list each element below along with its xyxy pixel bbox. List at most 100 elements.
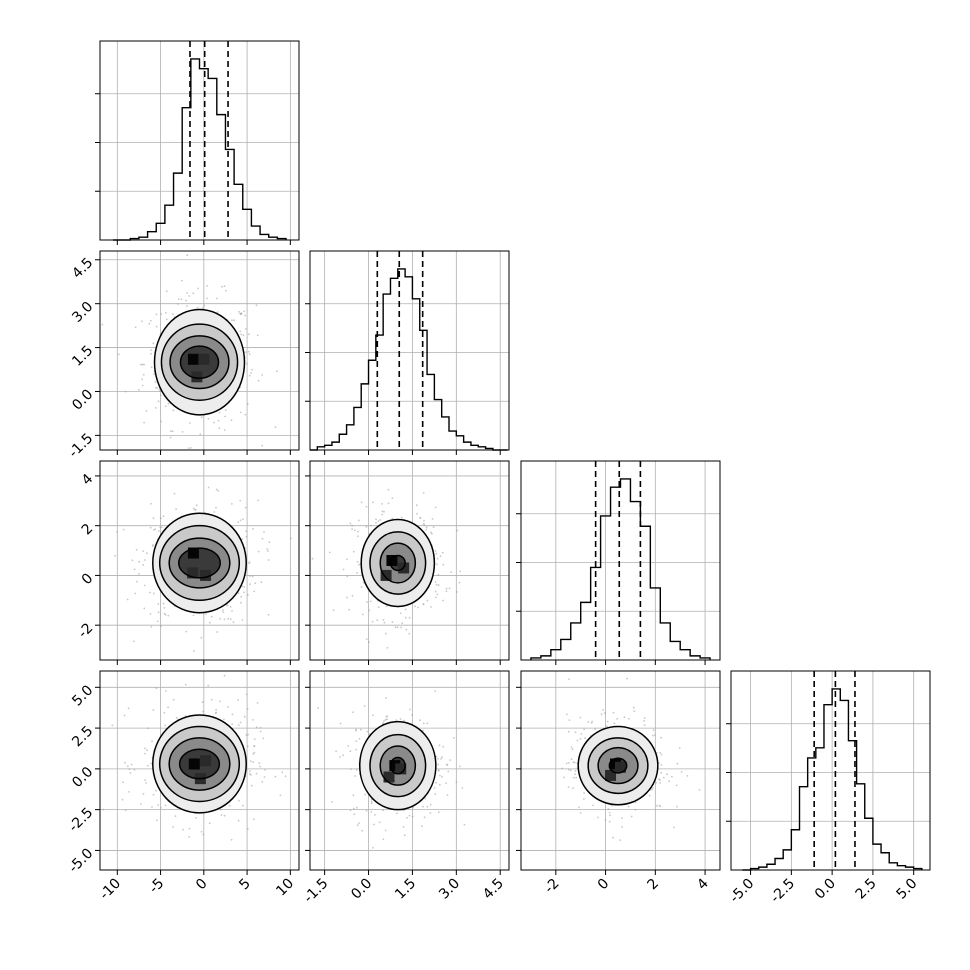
pair-2-0-point [160,517,162,520]
pair-1-0-point [221,285,223,288]
pair-3-2-point [583,728,585,731]
pair-2-1-point [370,524,372,527]
pair-3-2-point [579,812,582,814]
pair-2-1-dense-cell-2 [380,569,392,581]
pair-3-0-point [252,818,255,821]
pair-2-1-point [434,590,437,593]
pair-3-2-point [660,736,663,739]
pair-3-2-point [591,720,594,723]
pair-3-1-point [422,722,425,725]
pair-3-0-point [195,817,197,819]
pair-3-0-point [249,774,252,776]
pair-2-0-point [227,617,230,620]
pair-3-2-point [652,729,655,731]
x-tick-label-3-2: 0.0 [812,876,839,903]
pair-2-1-point [381,503,383,505]
pair-3-0-point [252,753,255,755]
pair-2-1-point [419,517,422,519]
pair-3-0-point [253,745,256,748]
pair-2-0-point [138,560,141,563]
pair-3-1-point [370,802,373,805]
pair-2-1-point [394,626,397,629]
pair-3-0-point [246,745,249,748]
pair-2-0-dense-cell-1 [200,569,212,581]
pair-2-1-point [423,519,425,522]
pair-3-2-point [606,725,608,728]
pair-3-0-point [219,700,221,703]
pair-3-1-point [421,825,423,828]
pair-3-0-point [230,838,233,841]
y-tick-label-1-2: 1.5 [69,343,96,370]
pair-2-0-point [205,613,208,615]
pair-1-0-point [245,328,247,330]
pair-2-0-point [209,621,211,624]
pair-2-0-point [150,625,153,628]
pair-3-1-point [361,829,364,832]
pair-2-0-point [152,517,155,520]
pair-1-0-point [225,289,227,292]
pair-2-1-point [414,605,416,608]
pair-3-0-point [144,747,146,750]
pair-2-1-point [445,587,448,590]
pair-3-2-point [623,716,626,719]
pair-1-0-point [171,430,174,433]
pair-3-1-point [364,793,366,796]
pair-3-2-point [568,719,571,721]
pair-2-1-point [360,586,363,588]
pair-2-0-point [247,594,249,596]
pair-2-1-point [358,519,360,522]
pair-3-1-point [403,834,406,837]
pair-3-2-point [583,792,585,794]
pair-1-0-point [186,254,189,257]
pair-2-1-point [425,528,428,531]
pair-3-2-point [584,737,586,740]
pair-3-0-point [121,798,124,801]
y-tick-label-1-0: -1.5 [66,430,97,461]
pair-1-0-point [233,319,236,322]
pair-2-0-point [134,592,137,595]
pair-3-2-point [686,775,689,777]
hist-1-frame [309,250,510,451]
pair-3-1-point [411,714,413,716]
pair-2-1-point [416,512,418,515]
pair-3-0-point [155,789,157,792]
pair-2-1-point [349,522,352,525]
pair-3-0-point [238,799,240,802]
pair-2-1-point [351,594,354,597]
pair-3-0-contour-3 [152,714,247,814]
pair-2-0-point [142,564,145,566]
pair-3-1-point [366,730,369,733]
pair-2-0-point [249,583,252,586]
pair-2-1-point [404,608,407,611]
pair-3-0-dense-cell-0 [188,758,200,770]
pair-3-1-point [372,714,374,717]
pair-2-0-point [257,499,259,502]
pair-2-1-point [456,529,459,532]
pair-3-1-point [422,729,424,732]
pair-3-2-point [570,746,573,748]
pair-1-0-point [154,381,157,383]
pair-1-0-point [261,444,264,447]
pair-3-1-point [350,768,352,770]
pair-2-0-point [200,636,203,639]
pair-1-0-point [148,322,151,325]
pair-3-0-point [202,710,205,713]
pair-2-0-point [167,614,170,617]
pair-2-0-point [213,511,216,513]
pair-3-0-point [200,830,203,833]
pair-2-0-point [239,499,242,502]
pair-1-0-point [256,334,259,337]
pair-1-0-point [153,373,156,376]
pair-2-0-point [226,604,229,607]
pair-3-2-point [658,804,661,807]
pair-3-0-point [140,803,142,805]
pair-3-0-point [102,808,105,811]
pair-2-1-point [450,571,452,573]
pair-3-2-point [575,776,578,779]
y-tick-label-3-3: 2.5 [69,723,96,750]
pair-1-0-point [189,422,191,424]
pair-2-1-point [442,563,445,566]
pair-1-0-point [196,306,199,309]
pair-2-1-point [368,609,371,612]
